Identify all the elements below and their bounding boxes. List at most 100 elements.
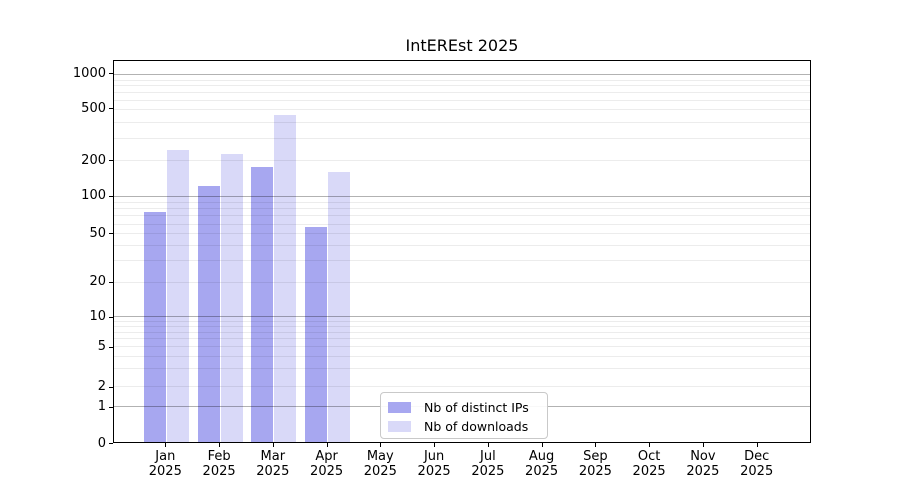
y-tick-label-1: 1 [97, 399, 106, 415]
bar-nb-of-downloads-jan [166, 150, 189, 442]
month-name: May [366, 449, 394, 464]
y-tick-label-20: 20 [89, 274, 106, 290]
legend-label: Nb of downloads [424, 419, 529, 434]
month-year: 2025 [148, 464, 182, 479]
gridline-20 [114, 281, 810, 283]
x-tick-mark-dec [756, 443, 758, 447]
x-tick-mark-jul [487, 443, 489, 447]
y-tick-mark-10 [109, 316, 113, 318]
y-tick-mark-2 [109, 386, 113, 388]
gridline-200 [114, 160, 810, 162]
bar-nb-of-distinct-ips-apr [305, 227, 328, 442]
x-tick-label-apr: Apr 2025 [295, 449, 359, 479]
month-name: Aug [528, 449, 555, 464]
legend-swatch-nb-of-downloads [388, 421, 411, 432]
month-name: Jan [155, 449, 176, 464]
month-name: Oct [637, 449, 661, 464]
legend-row-nb-of-downloads: Nb of downloads [388, 417, 539, 436]
x-tick-label-dec: Dec 2025 [725, 449, 789, 479]
bar-nb-of-distinct-ips-mar [251, 167, 274, 442]
y-tick-label-0: 0 [97, 435, 106, 451]
gridline-1000 [114, 74, 810, 76]
gridline-600 [114, 99, 810, 101]
legend: Nb of distinct IPs Nb of downloads [380, 392, 548, 439]
x-tick-label-mar: Mar 2025 [241, 449, 305, 479]
bar-nb-of-downloads-feb [220, 153, 243, 442]
gridline-500 [114, 109, 810, 111]
x-tick-mark-jan [165, 443, 167, 447]
month-year: 2025 [202, 464, 236, 479]
gridline-70 [114, 215, 810, 217]
y-tick-mark-1000 [109, 73, 113, 75]
x-tick-mark-aug [541, 443, 543, 447]
bar-nb-of-distinct-ips-jan [143, 211, 166, 442]
gridline-3 [114, 368, 810, 370]
gridlines-layer [114, 61, 810, 442]
x-tick-label-jul: Jul 2025 [456, 449, 520, 479]
gridline-90 [114, 201, 810, 203]
x-tick-label-sep: Sep 2025 [563, 449, 627, 479]
gridline-60 [114, 223, 810, 225]
x-tick-label-nov: Nov 2025 [671, 449, 735, 479]
y-tick-mark-50 [109, 233, 113, 235]
month-name: Nov [690, 449, 716, 464]
gridline-10 [114, 316, 810, 318]
x-tick-mark-nov [702, 443, 704, 447]
y-tick-mark-1 [109, 406, 113, 408]
month-year: 2025 [740, 464, 774, 479]
y-tick-label-2: 2 [97, 379, 106, 395]
y-tick-label-10: 10 [89, 309, 106, 325]
month-year: 2025 [525, 464, 559, 479]
gridline-4 [114, 355, 810, 357]
gridline-80 [114, 208, 810, 210]
chart-title: IntEREst 2025 [405, 36, 519, 55]
month-name: Dec [744, 449, 770, 464]
x-tick-label-feb: Feb 2025 [187, 449, 251, 479]
month-year: 2025 [686, 464, 720, 479]
month-name: Feb [207, 449, 231, 464]
y-tick-label-500: 500 [81, 100, 106, 116]
bar-nb-of-downloads-apr [328, 171, 351, 442]
gridline-30 [114, 260, 810, 262]
y-tick-label-1000: 1000 [72, 65, 106, 81]
x-tick-label-jan: Jan 2025 [133, 449, 197, 479]
month-year: 2025 [256, 464, 290, 479]
gridline-2 [114, 385, 810, 387]
gridline-7 [114, 331, 810, 333]
bar-nb-of-distinct-ips-feb [197, 185, 220, 442]
x-tick-mark-apr [326, 443, 328, 447]
month-name: Apr [315, 449, 338, 464]
month-year: 2025 [310, 464, 344, 479]
gridline-800 [114, 85, 810, 87]
month-name: Mar [260, 449, 286, 464]
month-name: Jul [480, 449, 496, 464]
x-tick-mark-may [380, 443, 382, 447]
gridline-6 [114, 338, 810, 340]
gridline-400 [114, 121, 810, 123]
x-tick-mark-mar [272, 443, 274, 447]
gridline-50 [114, 233, 810, 235]
bars-layer [114, 61, 810, 442]
y-tick-mark-0 [109, 443, 113, 444]
month-name: Sep [583, 449, 608, 464]
y-tick-label-100: 100 [81, 188, 106, 204]
x-tick-mark-feb [219, 443, 221, 447]
bar-nb-of-downloads-mar [274, 114, 297, 442]
gridline-9 [114, 320, 810, 322]
y-tick-mark-500 [109, 108, 113, 110]
x-tick-label-may: May 2025 [348, 449, 412, 479]
plot-area: Nb of distinct IPs Nb of downloads [113, 60, 811, 443]
y-tick-mark-5 [109, 346, 113, 348]
month-year: 2025 [632, 464, 666, 479]
gridline-5 [114, 346, 810, 348]
month-name: Jun [423, 449, 445, 464]
x-tick-mark-oct [649, 443, 651, 447]
legend-label: Nb of distinct IPs [424, 400, 529, 415]
legend-swatch-nb-of-distinct-ips [388, 402, 411, 413]
month-year: 2025 [471, 464, 505, 479]
x-tick-label-oct: Oct 2025 [617, 449, 681, 479]
y-tick-mark-20 [109, 281, 113, 283]
gridline-900 [114, 79, 810, 81]
gridline-40 [114, 245, 810, 247]
